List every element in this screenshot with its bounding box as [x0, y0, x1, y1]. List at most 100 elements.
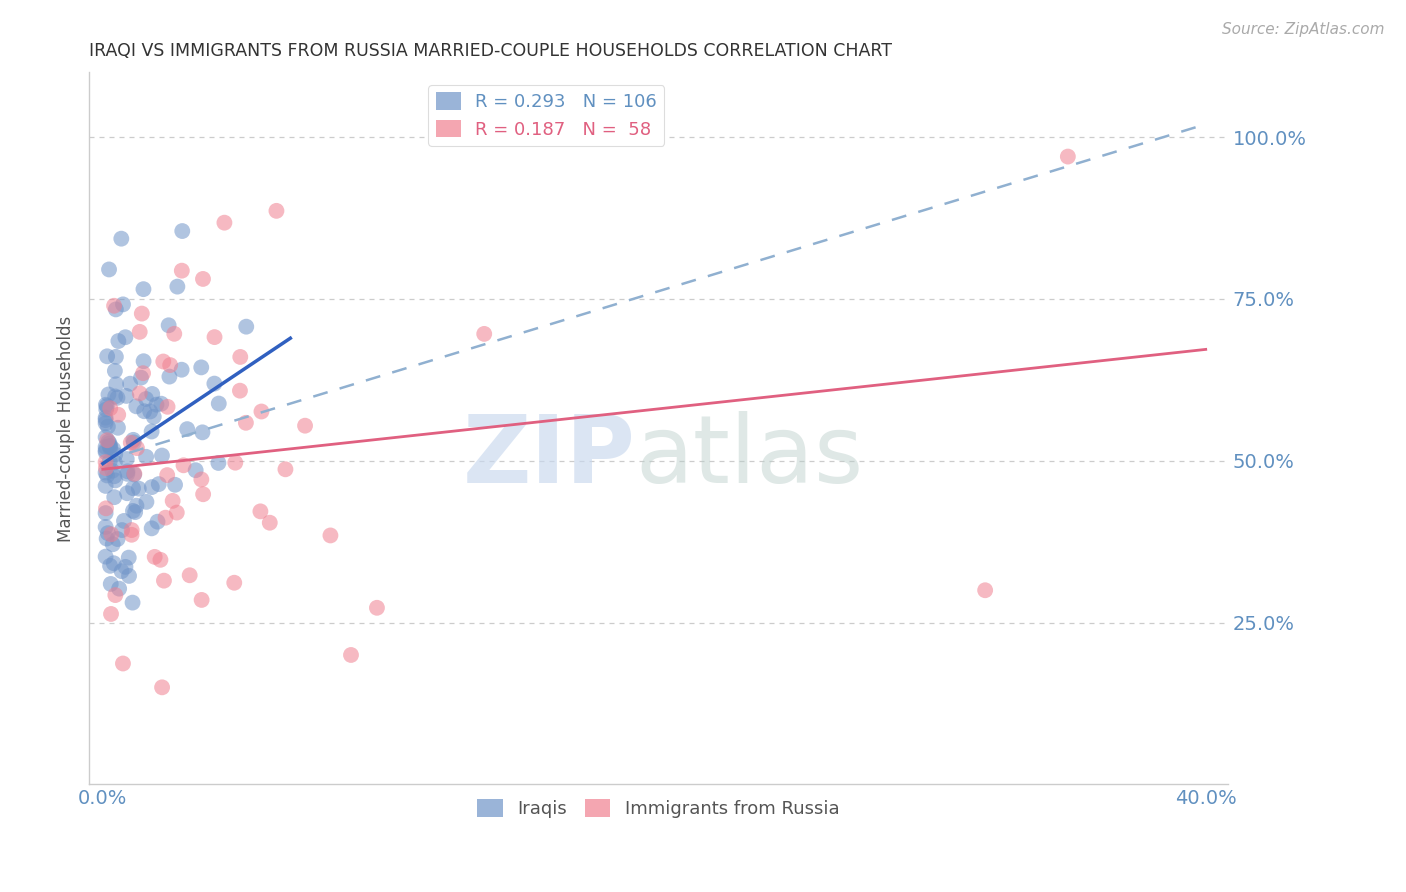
- Point: [107, 408, 129, 422]
- Point: [191, 272, 214, 286]
- Point: [117, 464, 139, 478]
- Point: [104, 350, 127, 364]
- Point: [141, 480, 163, 494]
- Point: [100, 607, 122, 621]
- Point: [107, 334, 129, 348]
- Point: [97, 434, 120, 449]
- Point: [107, 421, 129, 435]
- Point: [156, 468, 179, 483]
- Text: ZIP: ZIP: [463, 411, 636, 503]
- Point: [104, 389, 127, 403]
- Point: [97, 387, 120, 401]
- Point: [142, 409, 165, 424]
- Point: [202, 376, 225, 391]
- Point: [105, 377, 128, 392]
- Point: [124, 467, 146, 481]
- Point: [115, 389, 138, 403]
- Point: [110, 232, 132, 246]
- Point: [103, 442, 125, 457]
- Point: [148, 477, 170, 491]
- Point: [96, 349, 118, 363]
- Point: [94, 466, 117, 480]
- Point: [146, 515, 169, 529]
- Point: [120, 435, 142, 450]
- Point: [141, 425, 163, 439]
- Point: [150, 449, 173, 463]
- Point: [94, 501, 117, 516]
- Point: [104, 455, 127, 469]
- Point: [96, 532, 118, 546]
- Point: [122, 435, 145, 450]
- Point: [135, 495, 157, 509]
- Point: [366, 600, 388, 615]
- Point: [235, 319, 257, 334]
- Point: [143, 549, 166, 564]
- Point: [274, 462, 297, 476]
- Point: [170, 362, 193, 376]
- Point: [111, 657, 134, 671]
- Point: [145, 398, 167, 412]
- Point: [94, 398, 117, 412]
- Point: [94, 416, 117, 430]
- Point: [94, 506, 117, 520]
- Point: [153, 574, 176, 588]
- Point: [104, 364, 127, 378]
- Point: [101, 537, 124, 551]
- Point: [259, 516, 281, 530]
- Point: [96, 399, 118, 413]
- Point: [104, 588, 127, 602]
- Point: [266, 203, 288, 218]
- Point: [134, 404, 156, 418]
- Point: [139, 404, 162, 418]
- Point: [103, 299, 125, 313]
- Point: [101, 464, 124, 478]
- Point: [472, 326, 495, 341]
- Point: [107, 391, 129, 405]
- Point: [120, 376, 142, 391]
- Point: [157, 369, 180, 384]
- Point: [190, 473, 212, 487]
- Point: [249, 504, 271, 518]
- Point: [117, 467, 139, 481]
- Point: [173, 458, 195, 473]
- Point: [224, 456, 246, 470]
- Point: [1057, 150, 1080, 164]
- Point: [96, 434, 118, 448]
- Y-axis label: Married-couple Households: Married-couple Households: [58, 315, 75, 541]
- Point: [208, 396, 231, 410]
- Point: [98, 558, 121, 573]
- Point: [157, 318, 180, 333]
- Point: [166, 506, 188, 520]
- Point: [104, 474, 127, 488]
- Point: [122, 481, 145, 495]
- Point: [94, 440, 117, 454]
- Point: [156, 400, 179, 414]
- Point: [294, 418, 316, 433]
- Point: [98, 441, 121, 455]
- Point: [229, 350, 252, 364]
- Point: [149, 553, 172, 567]
- Point: [135, 392, 157, 406]
- Point: [97, 419, 120, 434]
- Point: [98, 436, 121, 450]
- Point: [94, 520, 117, 534]
- Point: [98, 401, 121, 416]
- Point: [179, 568, 201, 582]
- Point: [150, 681, 173, 695]
- Point: [141, 387, 163, 401]
- Point: [319, 528, 342, 542]
- Point: [103, 490, 125, 504]
- Point: [150, 397, 173, 411]
- Point: [162, 494, 184, 508]
- Point: [125, 441, 148, 455]
- Point: [176, 422, 198, 436]
- Point: [96, 402, 118, 417]
- Point: [96, 468, 118, 483]
- Text: Source: ZipAtlas.com: Source: ZipAtlas.com: [1222, 22, 1385, 37]
- Point: [132, 366, 155, 380]
- Point: [94, 413, 117, 427]
- Point: [191, 425, 214, 440]
- Point: [94, 430, 117, 444]
- Point: [131, 307, 153, 321]
- Point: [235, 416, 257, 430]
